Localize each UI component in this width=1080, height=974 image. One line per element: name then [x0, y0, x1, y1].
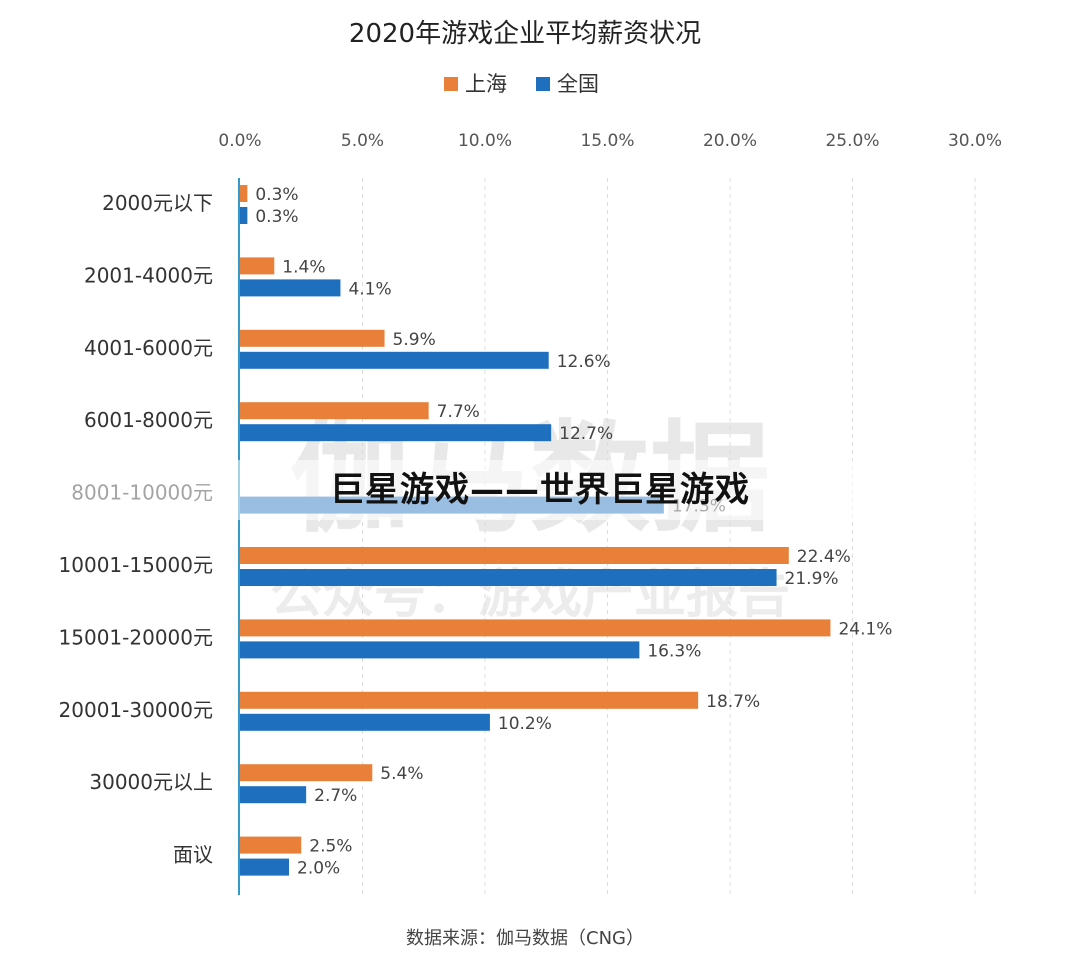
data-label: 16.3% [647, 641, 701, 661]
category-label: 30000元以上 [89, 770, 213, 794]
x-tick-label: 25.0% [825, 131, 879, 151]
overlay-band [0, 460, 1080, 520]
legend-swatch-shanghai [444, 77, 458, 91]
bar-national [240, 207, 248, 224]
category-label: 2001-4000元 [84, 263, 213, 287]
data-label: 21.9% [785, 569, 839, 589]
overlay-title: 巨星游戏——世界巨星游戏 [330, 470, 750, 510]
bar-shanghai [240, 691, 699, 709]
x-tick-label: 30.0% [948, 131, 1002, 151]
x-tick-label: 10.0% [458, 131, 512, 151]
data-label: 0.3% [255, 185, 298, 205]
legend: 上海 全国 [444, 72, 599, 96]
bar-national [240, 424, 552, 442]
legend-label-national: 全国 [557, 72, 599, 96]
x-tick-label: 15.0% [580, 131, 634, 151]
bars [240, 185, 831, 876]
data-label: 12.6% [557, 352, 611, 372]
legend-label-shanghai: 上海 [465, 72, 507, 96]
bar-national [240, 641, 640, 659]
data-label: 4.1% [348, 279, 391, 299]
x-tick-label: 5.0% [341, 131, 384, 151]
bar-national [240, 569, 777, 586]
bar-shanghai [240, 764, 373, 782]
data-label: 12.7% [559, 424, 613, 444]
category-labels: 2000元以下2001-4000元4001-6000元6001-8000元800… [59, 191, 213, 867]
legend-swatch-national [536, 77, 550, 91]
data-label: 10.2% [498, 714, 552, 734]
data-label: 2.0% [297, 859, 340, 879]
bar-national [240, 786, 307, 804]
source-note: 数据来源：伽马数据（CNG） [406, 928, 644, 949]
data-label: 0.3% [255, 207, 298, 227]
category-label: 2000元以下 [102, 191, 213, 215]
bar-shanghai [240, 329, 385, 347]
bar-national [240, 351, 549, 369]
x-axis-ticks: 0.0% 5.0% 10.0% 15.0% 20.0% 25.0% 30.0% [218, 131, 1002, 151]
bar-shanghai [240, 257, 275, 275]
data-label: 2.5% [309, 837, 352, 857]
chart-title: 2020年游戏企业平均薪资状况 [349, 19, 701, 49]
bar-shanghai [240, 402, 429, 420]
x-tick-label: 20.0% [703, 131, 757, 151]
data-label: 2.7% [314, 786, 357, 806]
bar-shanghai [240, 547, 789, 564]
data-label: 18.7% [706, 692, 760, 712]
bar-shanghai [240, 619, 831, 637]
category-label: 20001-30000元 [59, 698, 213, 722]
bar-shanghai [240, 185, 248, 202]
category-label: 10001-15000元 [59, 553, 213, 577]
bar-national [240, 858, 289, 876]
category-label: 4001-6000元 [84, 336, 213, 360]
bar-shanghai [240, 836, 302, 854]
data-label: 1.4% [282, 257, 325, 277]
data-label: 5.4% [380, 764, 423, 784]
data-label: 24.1% [838, 619, 892, 639]
bar-national [240, 713, 490, 731]
category-label: 15001-20000元 [59, 625, 213, 649]
category-label: 面议 [173, 843, 213, 867]
x-tick-label: 0.0% [218, 131, 261, 151]
data-label: 22.4% [797, 547, 851, 567]
bar-national [240, 279, 341, 297]
category-label: 6001-8000元 [84, 408, 213, 432]
data-label: 5.9% [393, 330, 436, 350]
data-labels: 0.3%0.3%1.4%4.1%5.9%12.6%7.7%12.7%17.3%2… [255, 185, 892, 879]
data-label: 7.7% [437, 402, 480, 422]
